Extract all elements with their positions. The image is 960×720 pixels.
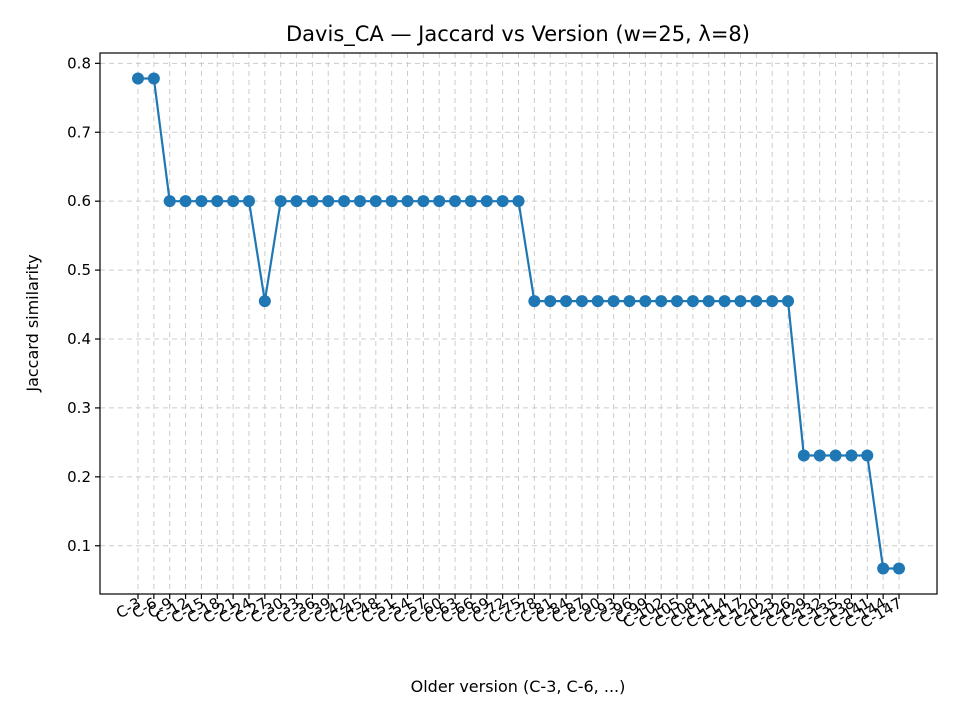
y-tick-label: 0.6 [67,192,91,210]
data-point [813,449,826,462]
data-point [290,195,303,208]
data-point [464,195,477,208]
data-point [147,72,160,85]
data-point [544,295,557,308]
y-axis-label: Jaccard similarity [23,254,42,392]
data-point [718,295,731,308]
data-point [195,195,208,208]
data-point [322,195,335,208]
data-point [623,295,636,308]
data-point [338,195,351,208]
data-point [766,295,779,308]
grid-layer [100,53,937,594]
data-point [433,195,446,208]
data-point [845,449,858,462]
data-point [575,295,588,308]
data-point [227,195,240,208]
data-point [417,195,430,208]
x-axis-label: Older version (C-3, C-6, ...) [411,677,626,696]
data-point [829,449,842,462]
data-point [528,295,541,308]
data-point [734,295,747,308]
data-point [496,195,509,208]
data-point [258,295,271,308]
data-point [893,562,905,575]
data-point [306,195,319,208]
data-point [369,195,382,208]
data-point [242,195,255,208]
chart-title: Davis_CA — Jaccard vs Version (w=25, λ=8… [286,22,750,47]
data-point [274,195,287,208]
data-point [449,195,462,208]
data-point [639,295,652,308]
data-point [480,195,493,208]
y-tick-label: 0.3 [67,399,91,417]
data-point [591,295,604,308]
data-point [560,295,573,308]
data-point [163,195,176,208]
data-point [750,295,763,308]
data-point [877,562,890,575]
data-point [797,449,810,462]
data-point [385,195,398,208]
y-tick-label: 0.2 [67,468,91,486]
y-tick-label: 0.4 [67,330,91,348]
data-point [401,195,414,208]
data-point [353,195,366,208]
data-point [179,195,192,208]
data-point [132,72,144,85]
data-point [512,195,525,208]
data-point [861,449,874,462]
x-axis-ticks: C-3C-6C-9C-12C-15C-18C-21C-24C-27C-30C-3… [113,594,905,632]
data-point [607,295,620,308]
data-point [211,195,224,208]
data-point [782,295,795,308]
y-tick-label: 0.7 [67,123,91,141]
data-point [671,295,684,308]
y-tick-label: 0.8 [67,54,91,72]
y-tick-label: 0.1 [67,537,91,555]
data-point [655,295,668,308]
y-tick-label: 0.5 [67,261,91,279]
data-point [702,295,715,308]
data-point [686,295,699,308]
y-axis-ticks: 0.1 0.2 0.3 0.4 0.5 0.6 0.7 0.8 [67,54,100,555]
series-layer [132,72,905,575]
